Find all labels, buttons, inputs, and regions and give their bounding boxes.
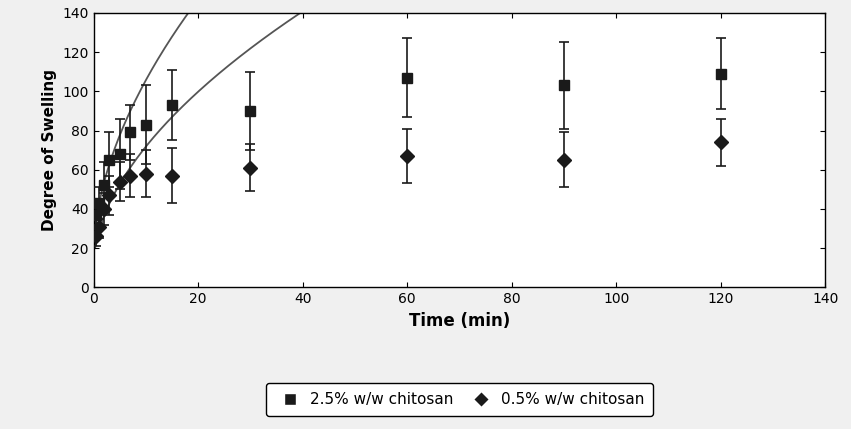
X-axis label: Time (min): Time (min) xyxy=(409,312,510,330)
Legend: 2.5% w/w chitosan, 0.5% w/w chitosan: 2.5% w/w chitosan, 0.5% w/w chitosan xyxy=(266,383,654,416)
Y-axis label: Degree of Swelling: Degree of Swelling xyxy=(42,69,57,231)
